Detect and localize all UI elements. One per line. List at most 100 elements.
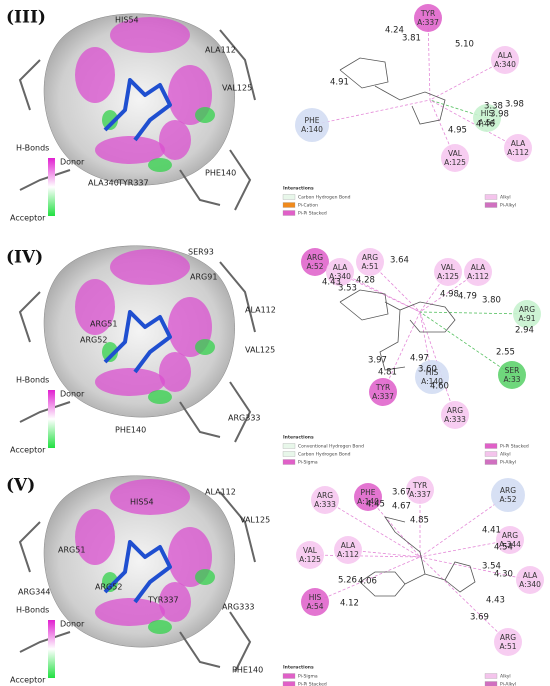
residue-name: SER: [505, 366, 520, 375]
residue-stick: [179, 401, 221, 438]
distance-label: 4.54: [494, 543, 513, 553]
residue-stick: [179, 169, 221, 206]
residue-name: HIS: [309, 593, 322, 602]
acceptor-patch: [195, 569, 215, 585]
residue-disc: [498, 361, 526, 389]
distance-label: 3.81: [402, 34, 421, 44]
residue-disc: [406, 476, 434, 504]
residue-name: ALA: [511, 139, 526, 148]
residue-id: A:52: [306, 262, 323, 271]
residue-disc: [415, 360, 449, 394]
ligand: [103, 310, 172, 374]
distance-label: 3.98: [505, 100, 524, 110]
distance-label: 4.98: [440, 290, 459, 300]
legend-swatch: [282, 202, 296, 208]
legend-swatch: [484, 443, 498, 449]
legend-item: Alkyl: [500, 195, 511, 201]
legend-swatch: [484, 451, 498, 457]
residue-name: TYR: [412, 481, 427, 490]
residue-name: ARG: [500, 633, 516, 642]
legend-item: Pi-Alkyl: [500, 460, 516, 466]
residue-stick: [229, 381, 252, 443]
distance-label: 3.64: [390, 256, 409, 266]
acceptor-patch: [148, 390, 172, 404]
distance-label: 4.67: [392, 502, 411, 512]
legend-swatch: [282, 459, 296, 465]
residue-id: A:340: [494, 60, 516, 69]
residue-name: VAL: [441, 263, 456, 272]
distance-label: 4.12: [340, 599, 359, 609]
legend-item: Pi-Alkyl: [500, 203, 516, 209]
hbond-acceptor: Acceptor: [10, 446, 46, 455]
donor-patch: [110, 249, 190, 285]
residue-label: HIS54: [130, 498, 154, 507]
legend-item: Conventional Hydrogen Bond: [298, 444, 364, 450]
distance-label: 5.26: [338, 576, 357, 586]
residue-label: ARG91: [190, 273, 217, 282]
residue-name: ARG: [502, 531, 518, 540]
distance-label: 4.95: [448, 126, 467, 136]
legend-item: Alkyl: [500, 452, 511, 458]
residue-name: ARG: [307, 253, 323, 262]
ligand-2d: [339, 57, 446, 125]
residue-id: A:333: [314, 500, 336, 509]
residue-label: ALA340: [88, 179, 119, 188]
residue-disc: [494, 628, 522, 656]
donor-patch: [95, 598, 165, 626]
residue-label: ALA112: [205, 488, 236, 497]
interaction-line: [367, 496, 421, 558]
legend-title: Interactions: [283, 186, 314, 192]
residue-id: A:112: [337, 550, 359, 559]
legend-item: Pi-Pi Stacked: [298, 682, 327, 686]
residue-label: VAL125: [240, 516, 270, 525]
interaction-line: [429, 99, 519, 149]
residue-disc: [311, 486, 339, 514]
residue-label: TYR337: [147, 596, 179, 605]
ligand: [103, 78, 172, 142]
residue-id: A:340: [519, 580, 541, 589]
residue-id: A:125: [437, 272, 459, 281]
residue-name: PHE: [305, 116, 320, 125]
distance-label: 4.43: [322, 278, 341, 288]
legend-swatch: [282, 194, 296, 200]
legend-swatch: [282, 681, 296, 686]
residue-label: PHE140: [115, 426, 146, 435]
residue-name: ARG: [500, 486, 516, 495]
distance-label: 3.97: [368, 356, 387, 366]
distance-label: 3.69: [470, 613, 489, 623]
legend-item: Carbon Hydrogen Bond: [298, 452, 351, 458]
residue-name: HIS: [426, 368, 439, 377]
panel: ALA112 HIS54 VAL125 ARG51 ARG52 ARG344 TYR337 A…: [6, 476, 544, 686]
distance-label: 4.46: [476, 120, 495, 130]
residue-name: HIS: [481, 109, 494, 118]
acceptor-patch: [148, 620, 172, 634]
legend-swatch: [282, 210, 296, 216]
residue-disc: [441, 401, 469, 429]
residue-name: TYR: [420, 9, 435, 18]
legend-swatch: [484, 194, 498, 200]
docking-view: [18, 13, 256, 211]
ligand-2d: [359, 516, 476, 597]
residue-label: ARG333: [228, 414, 261, 423]
donor-patch: [75, 509, 115, 565]
residue-id: A:54: [478, 118, 495, 127]
acceptor-patch: [148, 158, 172, 172]
hbond-gradient: [48, 158, 55, 216]
donor-patch: [95, 136, 165, 164]
residue-disc: [441, 144, 469, 172]
donor-patch: [75, 47, 115, 103]
residue-id: A:91: [518, 314, 535, 323]
residue-id: A:51: [499, 642, 516, 651]
interaction-line: [427, 17, 431, 101]
interaction-line: [429, 59, 506, 101]
residue-id: A:337: [409, 490, 431, 499]
residue-label: ALA112: [205, 46, 236, 55]
legend-item: Carbon Hydrogen Bond: [298, 195, 351, 201]
hbond-donor: Donor: [60, 620, 85, 629]
interaction-line: [419, 556, 531, 581]
hbond-acceptor: Acceptor: [10, 214, 46, 223]
distance-label: 3.60: [418, 365, 437, 375]
ligand: [103, 540, 172, 604]
residue-id: A:52: [499, 495, 516, 504]
